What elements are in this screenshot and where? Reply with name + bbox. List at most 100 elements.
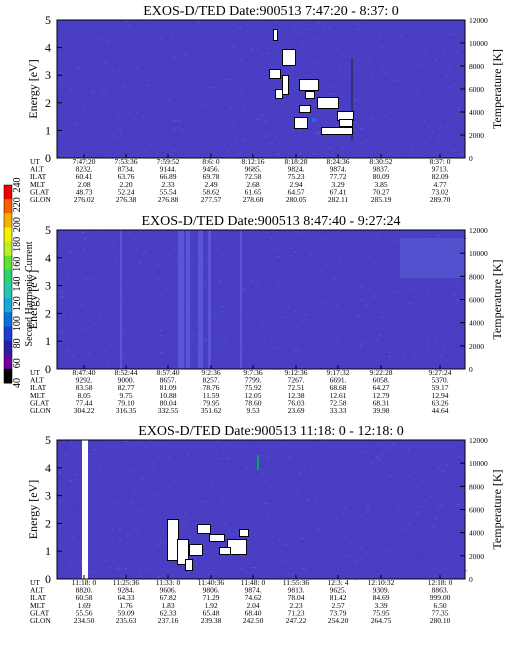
noise-speck — [93, 323, 97, 325]
noise-speck — [214, 313, 217, 315]
noise-speck — [173, 58, 176, 60]
noise-speck — [121, 63, 124, 65]
noise-speck — [427, 126, 431, 128]
y2-axis-label: Temperature [K] — [490, 49, 504, 129]
noise-speck — [68, 480, 72, 482]
noise-speck — [336, 460, 339, 462]
noise-speck — [269, 500, 272, 502]
table-cell: 33.33 — [330, 406, 347, 415]
noise-speck — [296, 548, 299, 550]
vertical-band — [240, 230, 242, 369]
noise-speck — [274, 290, 276, 292]
noise-speck — [92, 518, 95, 520]
noise-speck — [101, 90, 105, 92]
noise-speck — [310, 467, 313, 469]
noise-speck — [303, 292, 305, 294]
noise-speck — [314, 507, 316, 509]
noise-speck — [71, 536, 74, 538]
noise-speck — [101, 470, 105, 472]
table-cell: 8657. — [160, 376, 177, 385]
noise-speck — [317, 133, 321, 135]
noise-speck — [394, 576, 397, 578]
noise-speck — [253, 56, 255, 58]
row-label: UT — [30, 368, 40, 377]
noise-speck — [321, 148, 323, 150]
noise-speck — [405, 565, 407, 567]
noise-speck — [126, 56, 128, 58]
noise-speck — [242, 106, 245, 108]
table-cell: 11:25:36 — [113, 578, 140, 587]
noise-speck — [116, 503, 120, 505]
noise-speck — [247, 568, 249, 570]
noise-speck — [211, 484, 213, 486]
noise-speck — [178, 517, 180, 519]
noise-speck — [131, 502, 134, 504]
noise-speck — [407, 359, 411, 361]
noise-speck — [73, 482, 76, 484]
noise-speck — [400, 543, 402, 545]
table-cell: 74.62 — [245, 593, 262, 602]
noise-speck — [415, 311, 418, 313]
noise-speck — [451, 293, 455, 295]
noise-speck — [75, 125, 77, 127]
hot-pixel — [312, 118, 316, 122]
noise-speck — [421, 117, 423, 119]
noise-speck — [276, 284, 280, 286]
noise-layer — [57, 230, 467, 370]
y2-tick-label: 10000 — [469, 459, 488, 468]
noise-speck — [317, 318, 320, 320]
noise-speck — [436, 495, 439, 497]
noise-speck — [295, 142, 298, 144]
noise-speck — [377, 459, 381, 461]
noise-speck — [85, 328, 88, 330]
noise-speck — [397, 79, 399, 81]
noise-speck — [94, 107, 97, 109]
noise-speck — [219, 531, 222, 533]
row-label: ALT — [30, 165, 44, 174]
noise-speck — [233, 53, 235, 55]
noise-speck — [122, 363, 124, 365]
noise-speck — [276, 256, 280, 258]
noise-speck — [116, 261, 118, 263]
noise-speck — [384, 86, 387, 88]
noise-speck — [323, 237, 326, 239]
noise-speck — [87, 353, 91, 355]
noise-speck — [426, 290, 429, 292]
noise-speck — [160, 351, 164, 353]
table-cell: 68.68 — [330, 383, 347, 392]
colorbar-segment — [4, 284, 12, 299]
noise-speck — [272, 89, 276, 91]
noise-speck — [242, 288, 246, 290]
noise-speck — [210, 144, 213, 146]
noise-speck — [271, 525, 274, 527]
noise-speck — [359, 23, 363, 25]
noise-speck — [391, 552, 394, 554]
noise-speck — [304, 318, 308, 320]
y-tick-label: 1 — [45, 544, 51, 558]
noise-speck — [178, 463, 182, 465]
noise-speck — [280, 512, 282, 514]
table-cell: 9309. — [373, 586, 390, 595]
noise-speck — [162, 503, 164, 505]
noise-speck — [59, 500, 61, 502]
noise-speck — [348, 241, 350, 243]
noise-speck — [405, 88, 407, 90]
noise-speck — [118, 274, 120, 276]
table-cell: 77.35 — [432, 608, 449, 617]
noise-speck — [326, 316, 328, 318]
noise-speck — [420, 510, 422, 512]
noise-speck — [85, 38, 88, 40]
noise-speck — [317, 22, 321, 24]
noise-speck — [235, 526, 237, 528]
noise-speck — [453, 113, 456, 115]
table-cell: 60.58 — [76, 593, 93, 602]
noise-speck — [267, 503, 270, 505]
row-label: ILAT — [30, 383, 47, 392]
noise-speck — [149, 242, 152, 244]
colorbar-frame — [3, 184, 13, 384]
noise-speck — [455, 359, 458, 361]
noise-speck — [431, 540, 433, 542]
noise-speck — [276, 535, 278, 537]
table-cell: 351.62 — [201, 406, 222, 415]
table-cell: 9606. — [160, 586, 177, 595]
